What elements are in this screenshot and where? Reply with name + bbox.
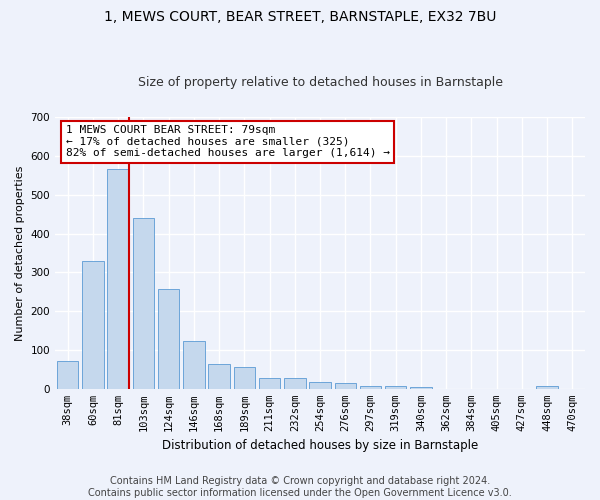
Bar xyxy=(385,386,406,389)
Bar xyxy=(309,382,331,389)
Text: 1, MEWS COURT, BEAR STREET, BARNSTAPLE, EX32 7BU: 1, MEWS COURT, BEAR STREET, BARNSTAPLE, … xyxy=(104,10,496,24)
Bar xyxy=(208,364,230,389)
Bar xyxy=(107,170,129,389)
Bar xyxy=(133,218,154,389)
Bar xyxy=(360,386,381,389)
X-axis label: Distribution of detached houses by size in Barnstaple: Distribution of detached houses by size … xyxy=(162,440,478,452)
Title: Size of property relative to detached houses in Barnstaple: Size of property relative to detached ho… xyxy=(137,76,503,90)
Bar xyxy=(57,361,79,389)
Bar xyxy=(335,384,356,389)
Bar xyxy=(82,260,104,389)
Bar xyxy=(410,387,431,389)
Text: Contains HM Land Registry data © Crown copyright and database right 2024.
Contai: Contains HM Land Registry data © Crown c… xyxy=(88,476,512,498)
Bar xyxy=(284,378,305,389)
Bar xyxy=(259,378,280,389)
Y-axis label: Number of detached properties: Number of detached properties xyxy=(15,165,25,340)
Text: 1 MEWS COURT BEAR STREET: 79sqm
← 17% of detached houses are smaller (325)
82% o: 1 MEWS COURT BEAR STREET: 79sqm ← 17% of… xyxy=(65,125,389,158)
Bar xyxy=(536,386,558,389)
Bar xyxy=(183,342,205,389)
Bar xyxy=(158,288,179,389)
Bar xyxy=(233,368,255,389)
